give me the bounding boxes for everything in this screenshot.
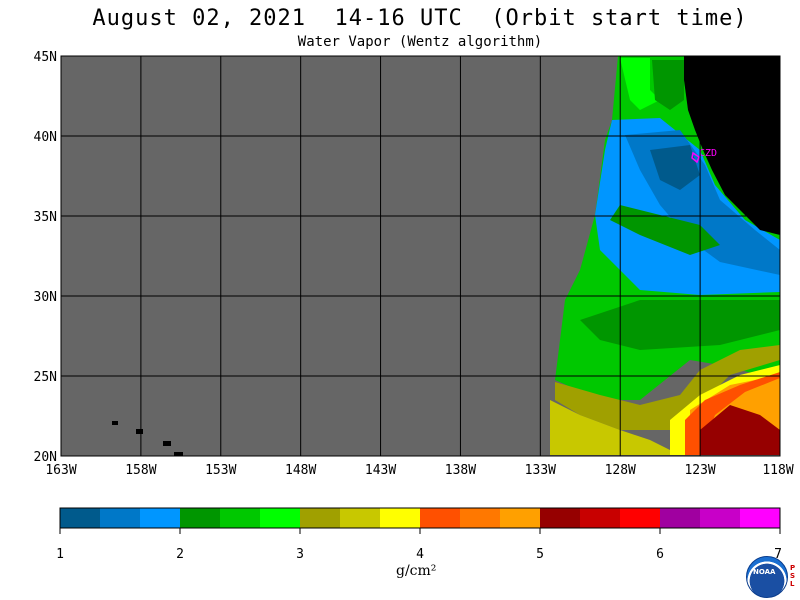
colorbar-swatch (100, 508, 141, 528)
page-subtitle: Water Vapor (Wentz algorithm) (297, 34, 543, 50)
wv-darkred-region (700, 405, 780, 455)
latitude-tick-label: 25N (34, 370, 57, 385)
colorbar-swatch (500, 508, 541, 528)
wv-olive-region (555, 345, 780, 430)
psl-logo-text: PSL (790, 564, 796, 588)
longitude-labels: 163W 158W 153W 148W 143W 138W 133W 128W 123W 118W (45, 463, 793, 478)
longitude-tick-label: 143W (365, 463, 396, 478)
longitude-tick-label: 153W (205, 463, 236, 478)
page-title: August 02, 2021 14-16 UTC (Orbit start t… (92, 6, 748, 31)
colorbar-swatch (620, 508, 661, 528)
wv-redorange-region (685, 372, 780, 455)
wv-green-band (610, 205, 720, 255)
colorbar-tick-label: 2 (176, 547, 184, 562)
colorbar-tick-label: 1 (56, 547, 64, 562)
latitude-tick-label: 35N (34, 210, 57, 225)
colorbar-swatch (740, 508, 781, 528)
longitude-tick-label: 133W (525, 463, 556, 478)
longitude-tick-label: 128W (605, 463, 636, 478)
units-label: g/cm² (396, 563, 437, 579)
colorbar-swatch (140, 508, 181, 528)
colorbar-swatch (460, 508, 501, 528)
noaa-logo-icon (746, 556, 788, 598)
colorbar-swatch (300, 508, 341, 528)
colorbar-swatch (540, 508, 581, 528)
wv-darkgreen-band (580, 300, 780, 350)
wv-yellow-region (550, 400, 680, 455)
latitude-tick-label: 45N (34, 50, 57, 65)
longitude-tick-label: 158W (125, 463, 156, 478)
colorbar-tick-label: 6 (656, 547, 664, 562)
latitude-tick-label: 20N (34, 450, 57, 465)
map-area: CZD (61, 56, 780, 456)
longitude-tick-label: 138W (445, 463, 476, 478)
colorbar-tick-labels: 1 2 3 4 5 6 7 (56, 528, 782, 562)
wv-deepblue-region (650, 145, 700, 190)
station-marker: CZD (691, 148, 717, 164)
longitude-tick-label: 148W (285, 463, 316, 478)
colorbar-swatch (180, 508, 221, 528)
latitude-tick-label: 30N (34, 290, 57, 305)
colorbar-tick-label: 3 (296, 547, 304, 562)
colorbar-swatch (60, 508, 101, 528)
graticule (61, 56, 780, 456)
island-maui (163, 441, 171, 446)
longitude-tick-label: 118W (762, 463, 793, 478)
station-label: CZD (699, 148, 717, 159)
island-oahu (136, 429, 143, 434)
colorbar-tick-label: 7 (774, 547, 782, 562)
colorbar-tick-label: 4 (416, 547, 424, 562)
colorbar-tick-label: 5 (536, 547, 544, 562)
island-hawaii (174, 452, 183, 456)
colorbar-swatch (660, 508, 701, 528)
colorbar-swatch (380, 508, 421, 528)
latitude-labels: 45N 40N 35N 30N 25N 20N (34, 50, 57, 465)
colorbar-swatch (580, 508, 621, 528)
colorbar-swatch (340, 508, 381, 528)
wv-lightgreen-region (620, 58, 660, 110)
longitude-tick-label: 123W (684, 463, 715, 478)
colorbar-swatch (260, 508, 301, 528)
longitude-tick-label: 163W (45, 463, 76, 478)
colorbar-swatch (700, 508, 741, 528)
wv-darkgreen-region (652, 60, 684, 110)
colorbar-swatch (420, 508, 461, 528)
colorbar (59, 507, 781, 529)
map-frame (60, 55, 781, 457)
island-kauai (112, 421, 118, 425)
land-north-america (684, 56, 780, 235)
latitude-tick-label: 40N (34, 130, 57, 145)
colorbar-swatch (220, 508, 261, 528)
noaa-logo-text: NOAA (753, 568, 776, 576)
